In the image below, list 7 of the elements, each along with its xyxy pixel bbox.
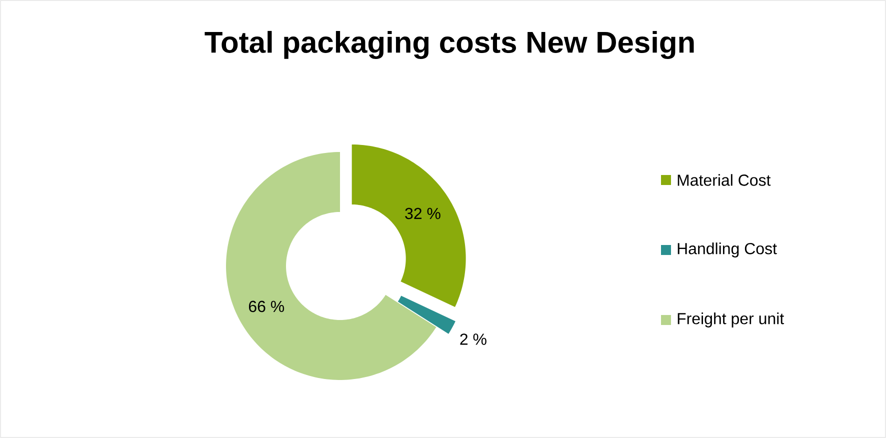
legend-label: Freight per unit [678, 312, 784, 328]
legend-label: Material Cost [678, 174, 771, 186]
data-label: 32 % [405, 208, 440, 220]
data-label: 2 % [460, 334, 486, 345]
chart-title: Total packaging costs New Design [204, 30, 694, 60]
data-label: 66 % [248, 300, 284, 312]
legend-label: Handling Cost [678, 242, 777, 258]
